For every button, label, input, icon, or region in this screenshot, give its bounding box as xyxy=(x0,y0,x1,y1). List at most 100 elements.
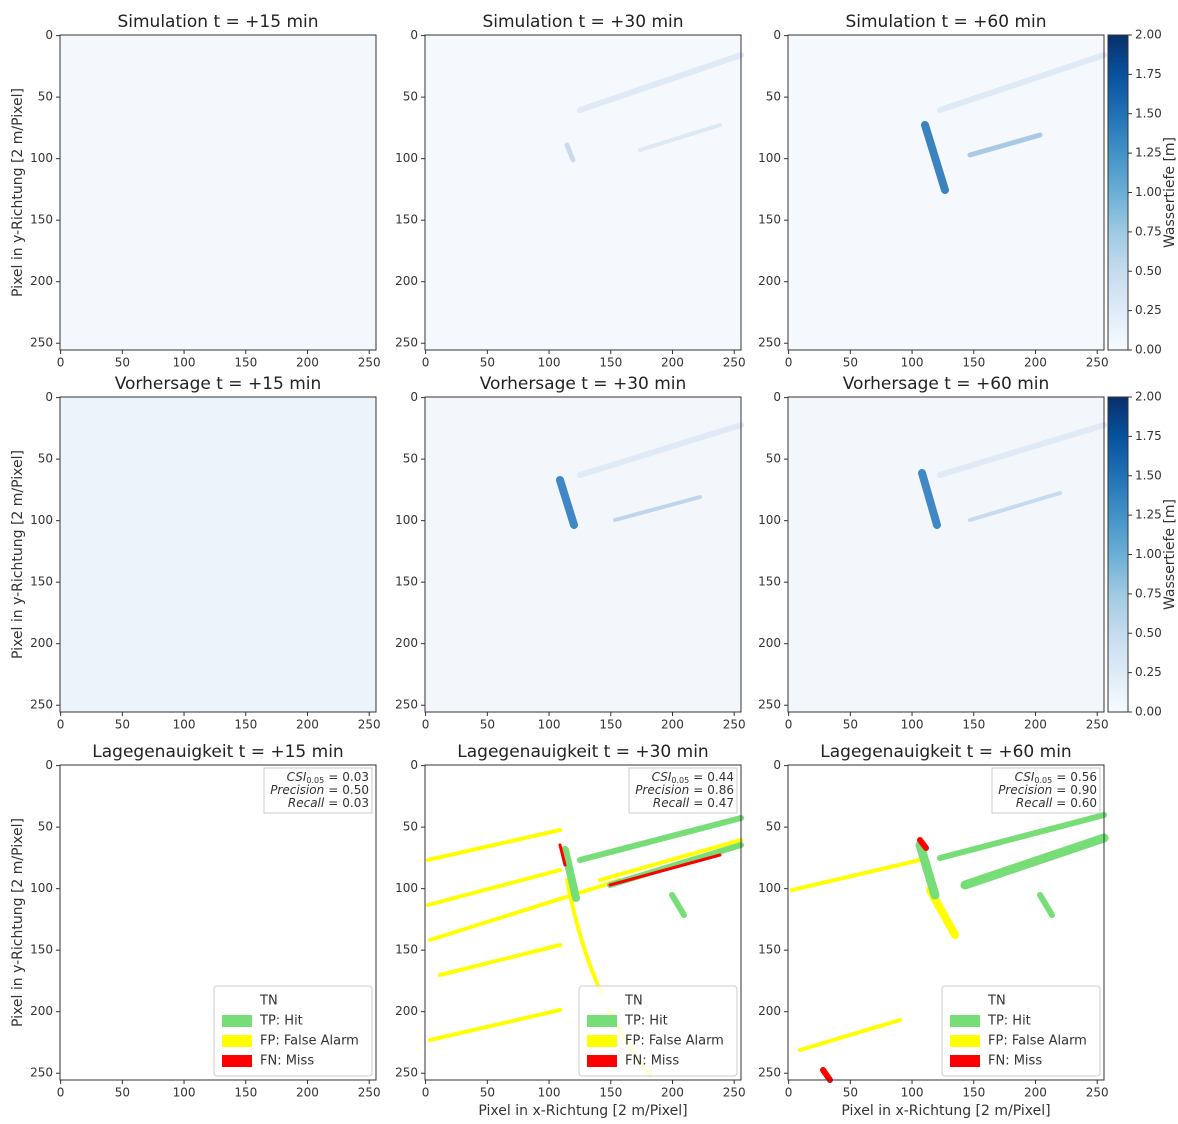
y-tick-label: 200 xyxy=(30,636,53,650)
chart-title: Vorhersage t = +60 min xyxy=(843,374,1050,394)
legend-swatch xyxy=(950,1015,980,1027)
x-tick-label: 150 xyxy=(962,1086,985,1100)
y-tick-label: 100 xyxy=(758,881,781,895)
x-tick-label: 50 xyxy=(843,1086,858,1100)
streak xyxy=(556,476,578,529)
x-tick-label: 200 xyxy=(661,356,684,370)
x-tick-label: 100 xyxy=(538,718,561,732)
x-tick-label: 150 xyxy=(599,1086,622,1100)
fp-region xyxy=(426,828,959,1077)
colorbar-label: Wassertiefe [m] xyxy=(1162,137,1178,248)
metric-value: 0.56 xyxy=(1070,770,1097,784)
y-tick-label: 250 xyxy=(30,336,53,350)
legend-label: FP: False Alarm xyxy=(988,1034,1087,1049)
metric-separator: = xyxy=(693,783,703,797)
metric-value: 0.50 xyxy=(342,783,369,797)
metric-value: 0.03 xyxy=(342,796,369,810)
colorbar-tick-label: 1.75 xyxy=(1135,429,1162,443)
legend-label: FN: Miss xyxy=(988,1054,1042,1069)
y-tick-label: 150 xyxy=(30,575,53,589)
streak xyxy=(915,840,940,900)
x-tick-label: 0 xyxy=(785,356,793,370)
streak xyxy=(613,495,702,522)
x-tick-label: 250 xyxy=(1086,356,1109,370)
plot-frame xyxy=(59,34,377,351)
colorbar xyxy=(1107,34,1129,351)
x-tick-label: 100 xyxy=(901,1086,924,1100)
plot-frame xyxy=(59,764,377,1081)
legend-label: TN xyxy=(624,994,643,1009)
chart-title: Lagegenauigkeit t = +60 min xyxy=(820,742,1071,762)
streak xyxy=(426,868,562,907)
streak xyxy=(577,422,744,478)
y-tick-label: 200 xyxy=(758,274,781,288)
metric: Precision = 0.86 xyxy=(635,783,734,797)
plot-frame xyxy=(787,34,1105,351)
chart-title: Vorhersage t = +15 min xyxy=(115,374,322,394)
y-tick-label: 0 xyxy=(410,390,418,404)
metric-name: Recall xyxy=(288,796,325,810)
y-tick-label: 100 xyxy=(30,881,53,895)
y-tick-label: 50 xyxy=(403,452,418,466)
legend-box xyxy=(941,985,1101,1077)
streak xyxy=(608,853,722,887)
y-tick-label: 250 xyxy=(395,698,418,712)
x-tick-label: 50 xyxy=(843,356,858,370)
colorbar-tick-label: 0.50 xyxy=(1135,264,1162,278)
y-tick-label: 50 xyxy=(38,452,53,466)
legend-label: FP: False Alarm xyxy=(260,1034,359,1049)
y-tick-label: 0 xyxy=(773,28,781,42)
y-tick-label: 100 xyxy=(395,151,418,165)
metrics-box xyxy=(991,767,1101,814)
metric-name: Precision xyxy=(635,783,689,797)
x-tick-label: 50 xyxy=(115,356,130,370)
metrics-box xyxy=(263,767,373,814)
streak xyxy=(1037,892,1055,918)
legend-swatch xyxy=(222,1015,252,1027)
colorbar-tick-label: 2.00 xyxy=(1135,28,1162,42)
streak xyxy=(790,858,922,892)
y-tick-label: 0 xyxy=(410,758,418,772)
streak xyxy=(918,469,941,529)
y-tick-label: 200 xyxy=(758,1004,781,1018)
x-tick-label: 250 xyxy=(358,1086,381,1100)
streak xyxy=(937,52,1107,113)
colorbar-tick-label: 1.50 xyxy=(1135,106,1162,120)
chart-title: Vorhersage t = +30 min xyxy=(480,374,687,394)
y-tick-label: 100 xyxy=(758,151,781,165)
legend-swatch xyxy=(587,995,617,1007)
chart-title: Simulation t = +60 min xyxy=(845,12,1046,32)
metric-separator: = xyxy=(693,770,703,784)
x-tick-label: 250 xyxy=(723,718,746,732)
colorbar-tick-label: 1.50 xyxy=(1135,468,1162,482)
image xyxy=(788,397,1104,712)
colorbar-tick-label: 1.25 xyxy=(1135,146,1162,160)
y-tick-label: 150 xyxy=(758,943,781,957)
x-tick-label: 200 xyxy=(296,356,319,370)
metric-name: CSI xyxy=(652,770,672,784)
y-tick-label: 150 xyxy=(395,575,418,589)
metric: CSI0.05 = 0.44 xyxy=(652,770,734,785)
x-tick-label: 150 xyxy=(234,718,257,732)
legend-label: TP: Hit xyxy=(987,1014,1031,1029)
legend-label: TP: Hit xyxy=(624,1014,668,1029)
x-tick-label: 150 xyxy=(962,718,985,732)
x-tick-label: 100 xyxy=(901,356,924,370)
legend-swatch xyxy=(587,1055,617,1067)
y-tick-label: 250 xyxy=(395,336,418,350)
colorbar-tick-label: 0.25 xyxy=(1135,303,1162,317)
y-tick-label: 200 xyxy=(395,274,418,288)
x-axis-label: Pixel in x-Richtung [2 m/Pixel] xyxy=(841,1103,1050,1119)
y-tick-label: 100 xyxy=(30,513,53,527)
x-tick-label: 50 xyxy=(115,1086,130,1100)
y-tick-label: 50 xyxy=(766,820,781,834)
x-tick-label: 100 xyxy=(173,1086,196,1100)
streak xyxy=(428,878,622,942)
y-tick-label: 50 xyxy=(403,90,418,104)
image xyxy=(60,397,376,712)
x-tick-label: 150 xyxy=(234,1086,257,1100)
streak xyxy=(598,838,743,882)
x-tick-label: 0 xyxy=(422,1086,430,1100)
x-tick-label: 50 xyxy=(480,356,495,370)
